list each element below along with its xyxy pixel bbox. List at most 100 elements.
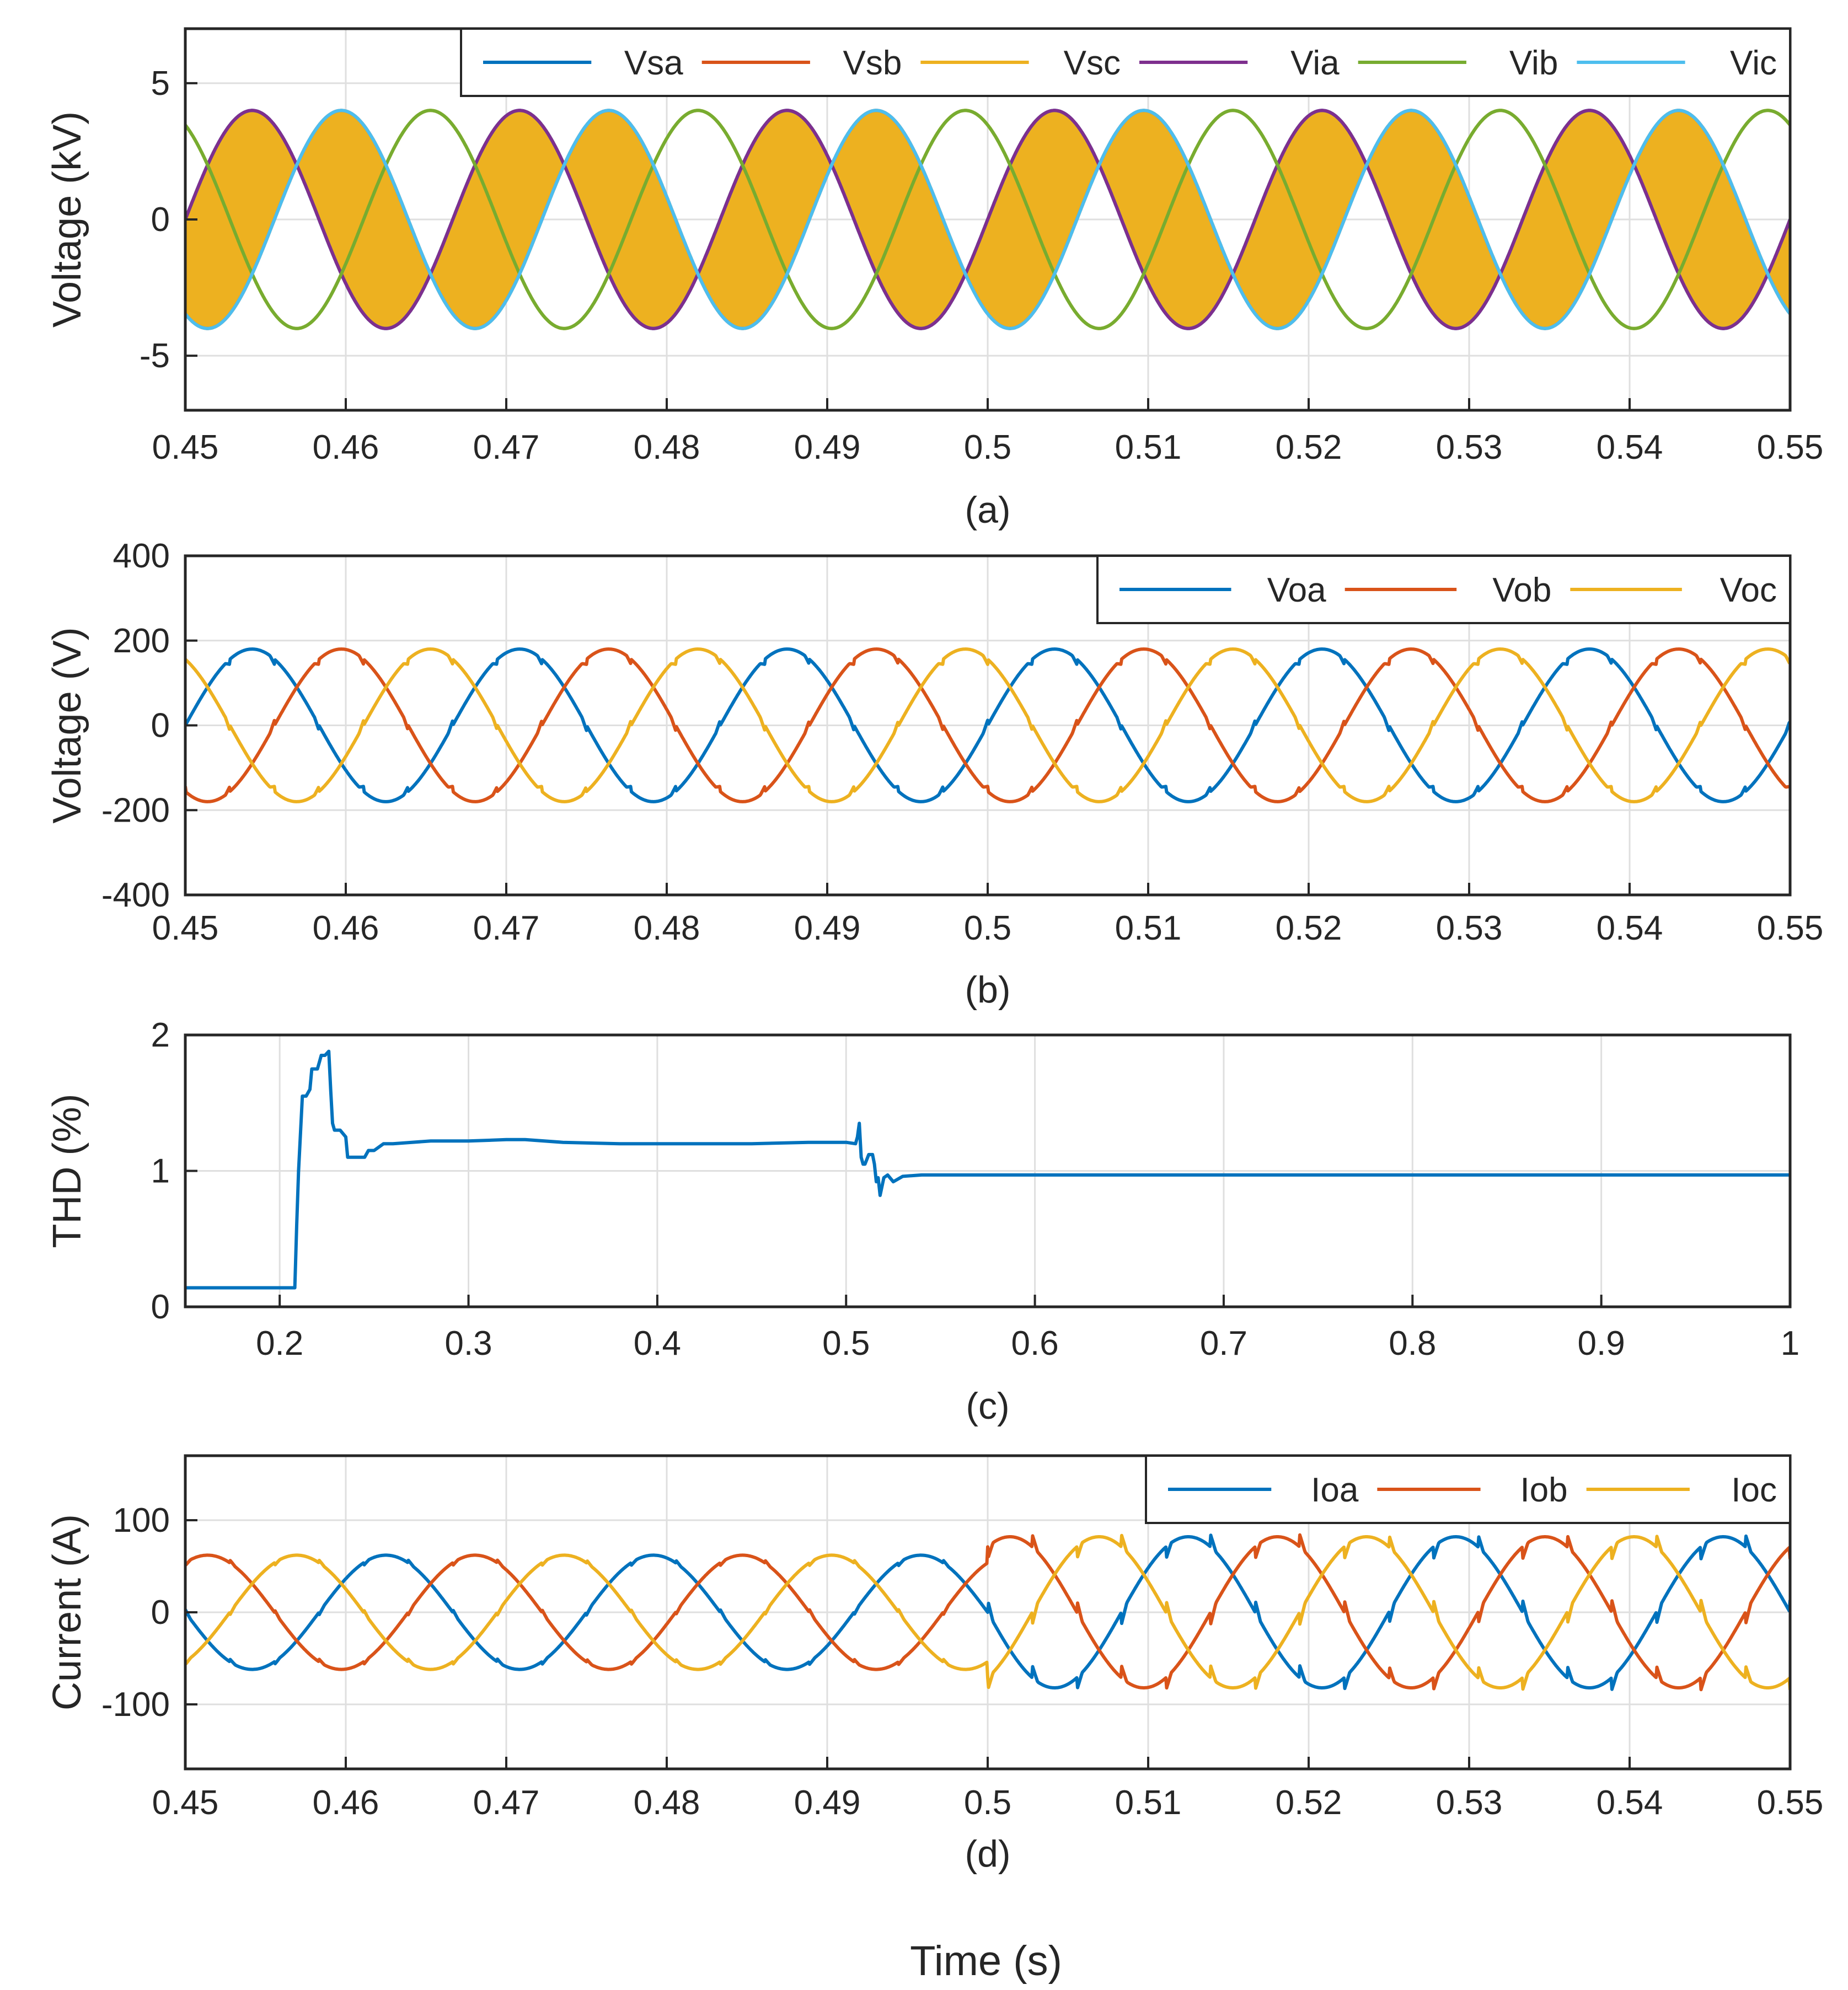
x-tick-label: 0.3 — [444, 1324, 492, 1363]
x-tick-label: 0.7 — [1200, 1324, 1247, 1363]
series-line-vob — [185, 647, 1790, 803]
x-tick-label: 0.54 — [1597, 909, 1663, 947]
legend-label-vib: Vib — [1509, 44, 1558, 82]
x-tick-label: 0.52 — [1276, 909, 1342, 947]
x-tick-label: 0.53 — [1436, 1784, 1503, 1822]
x-tick-label: 0.51 — [1115, 428, 1182, 466]
series-line-ioc — [185, 1533, 1790, 1691]
y-tick-label: 0 — [151, 707, 170, 745]
y-tick-label: 0 — [151, 1594, 170, 1632]
x-tick-label: 0.51 — [1115, 909, 1182, 947]
y-tick-label: 100 — [113, 1501, 170, 1540]
x-tick-label: 0.54 — [1597, 428, 1663, 466]
legend-label-voa: Voa — [1267, 571, 1326, 609]
x-tick-label: 0.47 — [473, 909, 540, 947]
x-tick-label: 0.6 — [1011, 1324, 1058, 1363]
y-tick-label: -200 — [101, 791, 170, 829]
legend: Vsa Vsb Vsc Via Vib Vic — [460, 28, 1791, 97]
panel-caption: (a) — [965, 489, 1010, 531]
panel-caption: (c) — [966, 1385, 1009, 1427]
legend-label-vsc: Vsc — [1064, 44, 1121, 82]
x-tick-label: 0.55 — [1757, 1784, 1824, 1822]
panel-caption: (b) — [965, 969, 1010, 1011]
legend-label-vsb: Vsb — [843, 44, 902, 82]
x-tick-label: 0.5 — [964, 428, 1011, 466]
series-line-ioa — [185, 1533, 1790, 1691]
legend-label-voc: Voc — [1720, 571, 1777, 609]
x-tick-label: 0.48 — [634, 909, 700, 947]
y-tick-label: 200 — [113, 622, 170, 660]
y-tick-label: 1 — [151, 1152, 170, 1190]
x-tick-label: 0.4 — [634, 1324, 681, 1363]
axes-frame — [184, 1033, 1792, 1308]
x-tick-label: 0.53 — [1436, 909, 1503, 947]
series-group — [185, 647, 1790, 803]
series-line-vic — [185, 109, 1790, 330]
legend-label-ioa: Ioa — [1311, 1471, 1359, 1509]
x-tick-label: 0.49 — [794, 1784, 861, 1822]
x-tick-label: 0.46 — [313, 909, 379, 947]
legend-box — [460, 28, 1791, 97]
series-group — [185, 109, 1790, 330]
series-group — [185, 1533, 1790, 1692]
series-line-voc — [185, 647, 1790, 803]
x-tick-label: 0.48 — [634, 1784, 700, 1822]
legend-label-vsa: Vsa — [624, 44, 683, 82]
legend: Ioa Iob Ioc — [1145, 1455, 1791, 1524]
panel-c: 0.2 0.3 0.4 0.5 0.6 0.7 0.8 0.9 1 0 1 2 THD (%) (c) — [45, 1016, 1799, 1427]
y-tick-label: -5 — [140, 337, 170, 375]
x-tick-label: 0.45 — [152, 1784, 219, 1822]
series-line-via — [185, 109, 1790, 330]
x-tick-label: 0.5 — [822, 1324, 870, 1363]
y-tick-label: 5 — [151, 65, 170, 103]
x-tick-label: 0.52 — [1276, 428, 1342, 466]
x-tick-label: 0.46 — [313, 428, 379, 466]
legend-label-vic: Vic — [1730, 44, 1777, 82]
panel-a: 0.45 0.46 0.47 0.48 0.49 0.5 0.51 0.52 0.53 0.54 0… — [45, 27, 1824, 531]
x-tick-label: 0.45 — [152, 909, 219, 947]
x-tick-label: 0.54 — [1597, 1784, 1663, 1822]
x-tick-label: 0.47 — [473, 1784, 540, 1822]
legend-label-vob: Vob — [1492, 571, 1551, 609]
panel-b: 0.45 0.46 0.47 0.48 0.49 0.5 0.51 0.52 0.53 0.54 0… — [45, 537, 1823, 1011]
y-tick-label: 400 — [113, 537, 170, 575]
series-line-vib — [185, 109, 1790, 330]
y-tick-label: -100 — [101, 1686, 170, 1724]
x-tick-label: 0.46 — [313, 1784, 379, 1822]
series-group — [185, 1049, 1790, 1290]
y-tick-label: 2 — [151, 1016, 170, 1054]
x-tick-label: 0.52 — [1276, 1784, 1342, 1822]
panel-caption: (d) — [965, 1833, 1010, 1875]
y-axis-label: Voltage (V) — [45, 627, 89, 823]
x-tick-label: 0.5 — [964, 1784, 1011, 1822]
series-line-iob — [185, 1533, 1790, 1692]
panel-d: 0.45 0.46 0.47 0.48 0.49 0.5 0.51 0.52 0.53 0.54 0… — [45, 1454, 1824, 1875]
x-tick-label: 0.55 — [1757, 909, 1824, 947]
x-tick-label: 0.9 — [1578, 1324, 1625, 1363]
series-line-voa — [185, 647, 1790, 803]
legend-label-iob: Iob — [1520, 1471, 1567, 1509]
legend-label-ioc: Ioc — [1731, 1471, 1777, 1509]
x-tick-label: 0.48 — [634, 428, 700, 466]
x-tick-label: 0.2 — [256, 1324, 303, 1363]
figure-xlabel: Time (s) — [910, 1938, 1062, 1984]
axes-frame — [184, 1454, 1792, 1771]
x-tick-label: 0.55 — [1757, 428, 1824, 466]
y-axis-label: Voltage (kV) — [45, 111, 89, 328]
x-tick-label: 0.51 — [1115, 1784, 1182, 1822]
x-tick-label: 0.47 — [473, 428, 540, 466]
x-tick-label: 0.49 — [794, 428, 861, 466]
x-tick-label: 0.53 — [1436, 428, 1503, 466]
y-axis-label: THD (%) — [45, 1094, 89, 1248]
legend-label-via: Via — [1290, 44, 1340, 82]
y-tick-label: 0 — [151, 201, 170, 239]
legend: Voa Vob Voc — [1096, 555, 1791, 624]
x-tick-label: 0.5 — [964, 909, 1011, 947]
x-tick-label: 0.49 — [794, 909, 861, 947]
x-tick-label: 0.45 — [152, 428, 219, 466]
x-tick-label: 0.8 — [1389, 1324, 1436, 1363]
y-tick-label: -400 — [101, 876, 170, 914]
x-tick-label: 1 — [1781, 1324, 1799, 1363]
series-line-thd — [185, 1049, 1790, 1290]
